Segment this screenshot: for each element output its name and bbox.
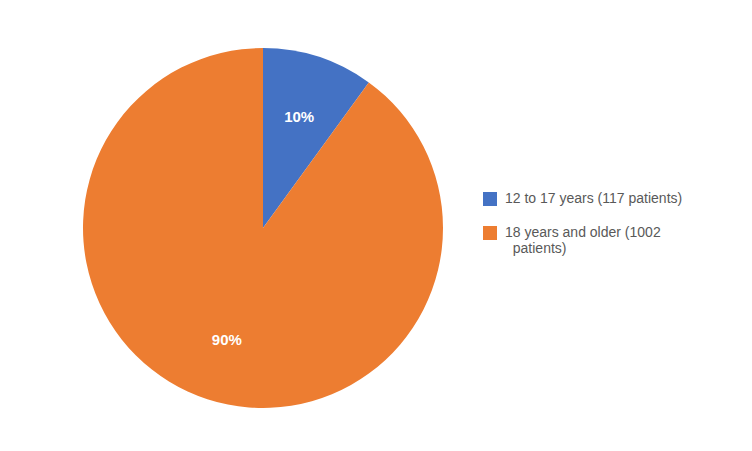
html-text:18 years and older (1002 patie: 18 years and older (1002 patients) bbox=[505, 224, 661, 256]
svg-text:10%: 10% bbox=[284, 108, 314, 125]
html-text:12 to 17 years (117 patients): 12 to 17 years (117 patients) bbox=[505, 190, 683, 206]
svg-text:90%: 90% bbox=[212, 331, 242, 348]
